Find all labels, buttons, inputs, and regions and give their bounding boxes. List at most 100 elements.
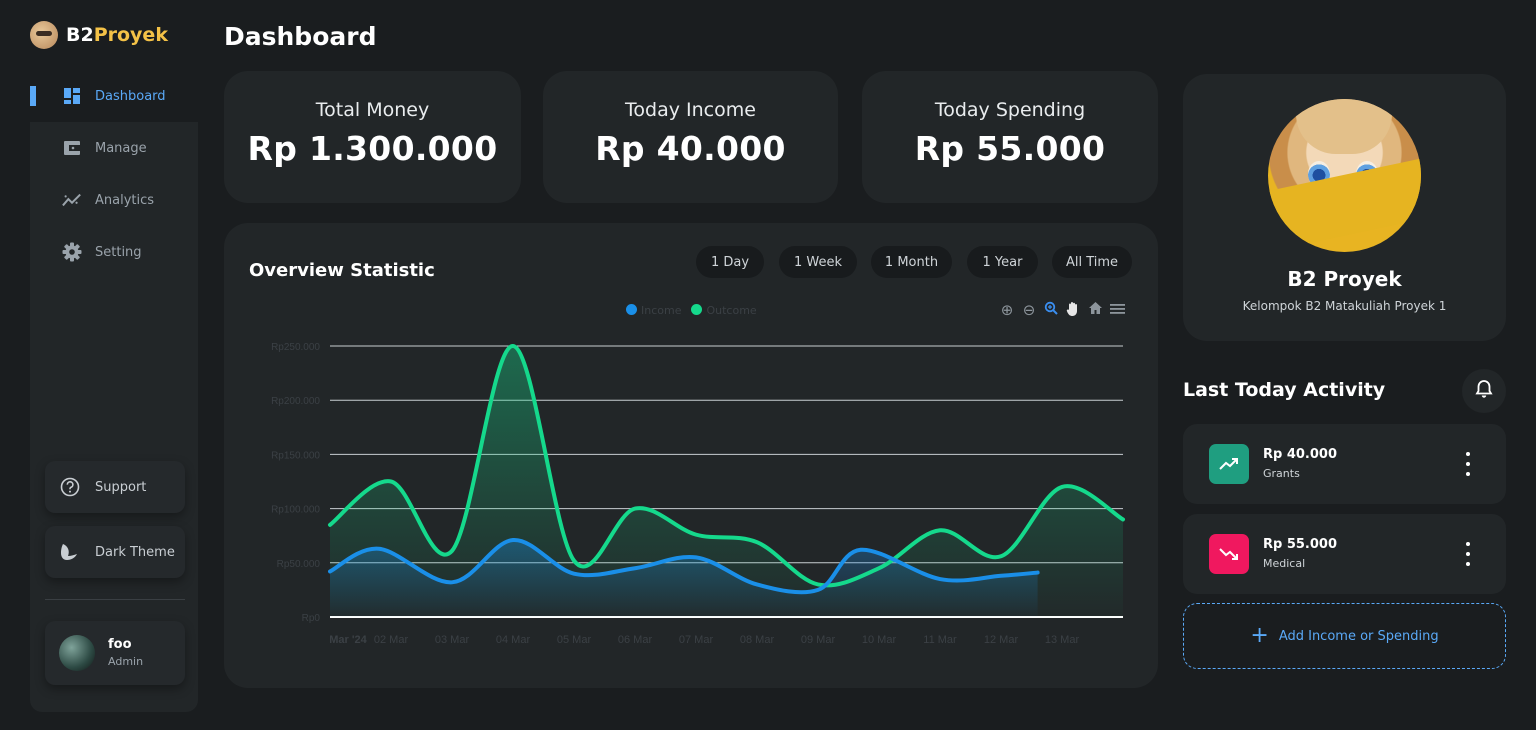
- x-tick-label: 10 Mar: [862, 634, 897, 646]
- stat-card-today-spending: Today Spending Rp 55.000: [862, 71, 1158, 203]
- y-tick-label: Rp200.000: [271, 396, 320, 407]
- profile-card: B2 Proyek Kelompok B2 Matakuliah Proyek …: [1183, 74, 1506, 341]
- profile-name: B2 Proyek: [1287, 267, 1402, 291]
- series-line-income[interactable]: [328, 538, 1040, 595]
- help-circle-icon: [60, 477, 80, 497]
- x-tick-label: 02 Mar: [374, 634, 409, 646]
- theme-label: Dark Theme: [95, 544, 175, 560]
- support-button[interactable]: Support: [45, 461, 185, 513]
- stat-value: Rp 40.000: [595, 129, 786, 168]
- y-tick-label: Rp50.000: [277, 559, 321, 570]
- sidebar-item-manage[interactable]: Manage: [30, 122, 198, 174]
- user-role: Admin: [108, 655, 144, 668]
- avatar: [59, 635, 95, 671]
- y-tick-label: Rp150.000: [271, 450, 320, 461]
- range-1-month-button[interactable]: 1 Month: [871, 246, 952, 278]
- stat-card-today-income: Today Income Rp 40.000: [543, 71, 838, 203]
- profile-avatar[interactable]: [1268, 99, 1421, 252]
- activity-category: Medical: [1263, 557, 1306, 570]
- selection-zoom-icon[interactable]: [1043, 301, 1059, 321]
- page-title: Dashboard: [224, 22, 377, 51]
- range-1-week-button[interactable]: 1 Week: [779, 246, 857, 278]
- analytics-icon: [62, 190, 82, 210]
- x-tick-label: 03 Mar: [435, 634, 470, 646]
- legend-dot: [691, 304, 703, 315]
- x-tick-label: 07 Mar: [679, 634, 714, 646]
- more-vertical-icon[interactable]: [1463, 452, 1473, 476]
- sidebar-item-label: Analytics: [95, 192, 155, 208]
- activity-amount: Rp 40.000: [1263, 447, 1338, 462]
- stat-label: Today Income: [625, 99, 756, 121]
- stat-card-total-money: Total Money Rp 1.300.000: [224, 71, 521, 203]
- zoom-out-icon[interactable]: ⊖: [1022, 301, 1036, 319]
- brand-logo[interactable]: B2Proyek: [30, 20, 168, 50]
- user-name: foo: [108, 637, 132, 652]
- bell-icon: [1475, 379, 1493, 403]
- sidebar-item-label: Dashboard: [95, 88, 166, 104]
- sidebar-item-label: Setting: [95, 244, 142, 260]
- overview-chart-card: Overview Statistic 1 Day 1 Week 1 Month …: [224, 223, 1158, 688]
- range-1-day-button[interactable]: 1 Day: [696, 246, 764, 278]
- y-tick-label: Rp100.000: [271, 505, 320, 516]
- x-tick-label: 12 Mar: [984, 634, 1019, 646]
- avatar-hair: [1296, 99, 1392, 154]
- wallet-icon: [62, 138, 82, 158]
- plus-icon: +: [1250, 623, 1269, 648]
- sidebar-item-label: Manage: [95, 140, 147, 156]
- x-tick-label: Mar '24: [329, 634, 367, 646]
- x-tick-label: 09 Mar: [801, 634, 836, 646]
- legend-item-outcome[interactable]: Outcome: [691, 304, 757, 317]
- activity-item[interactable]: Rp 55.000 Medical: [1183, 514, 1506, 594]
- trending-up-icon: [1209, 444, 1249, 484]
- x-tick-label: 11 Mar: [923, 634, 957, 646]
- activity-item[interactable]: Rp 40.000 Grants: [1183, 424, 1506, 504]
- series-line-outcome[interactable]: [328, 344, 1125, 588]
- add-button-label: Add Income or Spending: [1278, 628, 1439, 644]
- sidebar-item-dashboard[interactable]: Dashboard: [30, 70, 198, 122]
- gear-icon: [62, 242, 82, 262]
- area-fill-income: [330, 539, 1038, 617]
- reset-home-icon[interactable]: [1087, 301, 1103, 321]
- support-label: Support: [95, 479, 147, 495]
- sidebar-item-setting[interactable]: Setting: [30, 226, 198, 278]
- theme-toggle-button[interactable]: Dark Theme: [45, 526, 185, 578]
- trending-down-icon: [1209, 534, 1249, 574]
- zoom-in-icon[interactable]: ⊕: [1000, 301, 1014, 319]
- range-1-year-button[interactable]: 1 Year: [967, 246, 1038, 278]
- activity-title: Last Today Activity: [1183, 379, 1386, 401]
- chart-legend: Income Outcome: [626, 304, 757, 317]
- x-tick-label: 08 Mar: [740, 634, 775, 646]
- range-all-time-button[interactable]: All Time: [1052, 246, 1132, 278]
- sidebar-item-analytics[interactable]: Analytics: [30, 174, 198, 226]
- stat-label: Total Money: [315, 99, 430, 121]
- chart-toolbar: ⊕ ⊖: [999, 301, 1125, 321]
- x-tick-label: 05 Mar: [557, 634, 592, 646]
- menu-icon[interactable]: [1109, 301, 1125, 321]
- sidebar: Dashboard Manage Analytics Setting Suppo…: [30, 70, 198, 712]
- avatar-book: [1268, 158, 1421, 252]
- brand-avatar-icon: [30, 21, 58, 49]
- legend-item-income[interactable]: Income: [626, 304, 681, 317]
- notification-button[interactable]: [1462, 369, 1506, 413]
- active-indicator: [30, 86, 36, 106]
- overview-area-chart: Rp0 Rp50.000 Rp100.000 Rp150.000 Rp200.000 Rp…: [271, 342, 1125, 646]
- pan-hand-icon[interactable]: [1065, 301, 1081, 321]
- sidebar-divider: [45, 599, 185, 600]
- stat-label: Today Spending: [934, 99, 1086, 121]
- y-tick-label: Rp0: [302, 613, 321, 624]
- profile-subtitle: Kelompok B2 Matakuliah Proyek 1: [1242, 299, 1447, 313]
- y-tick-label: Rp250.000: [271, 342, 320, 353]
- moon-icon: [60, 542, 80, 562]
- stat-value: Rp 1.300.000: [247, 129, 498, 168]
- activity-amount: Rp 55.000: [1263, 537, 1338, 552]
- activity-category: Grants: [1263, 467, 1300, 480]
- more-vertical-icon[interactable]: [1463, 542, 1473, 566]
- user-card[interactable]: foo Admin: [45, 621, 185, 685]
- stat-value: Rp 55.000: [914, 129, 1106, 168]
- brand-name: B2Proyek: [66, 24, 168, 46]
- x-tick-label: 06 Mar: [618, 634, 653, 646]
- add-income-spending-button[interactable]: + Add Income or Spending: [1183, 603, 1506, 669]
- dashboard-icon: [62, 86, 82, 106]
- chart-title: Overview Statistic: [249, 260, 435, 281]
- legend-dot: [626, 304, 637, 315]
